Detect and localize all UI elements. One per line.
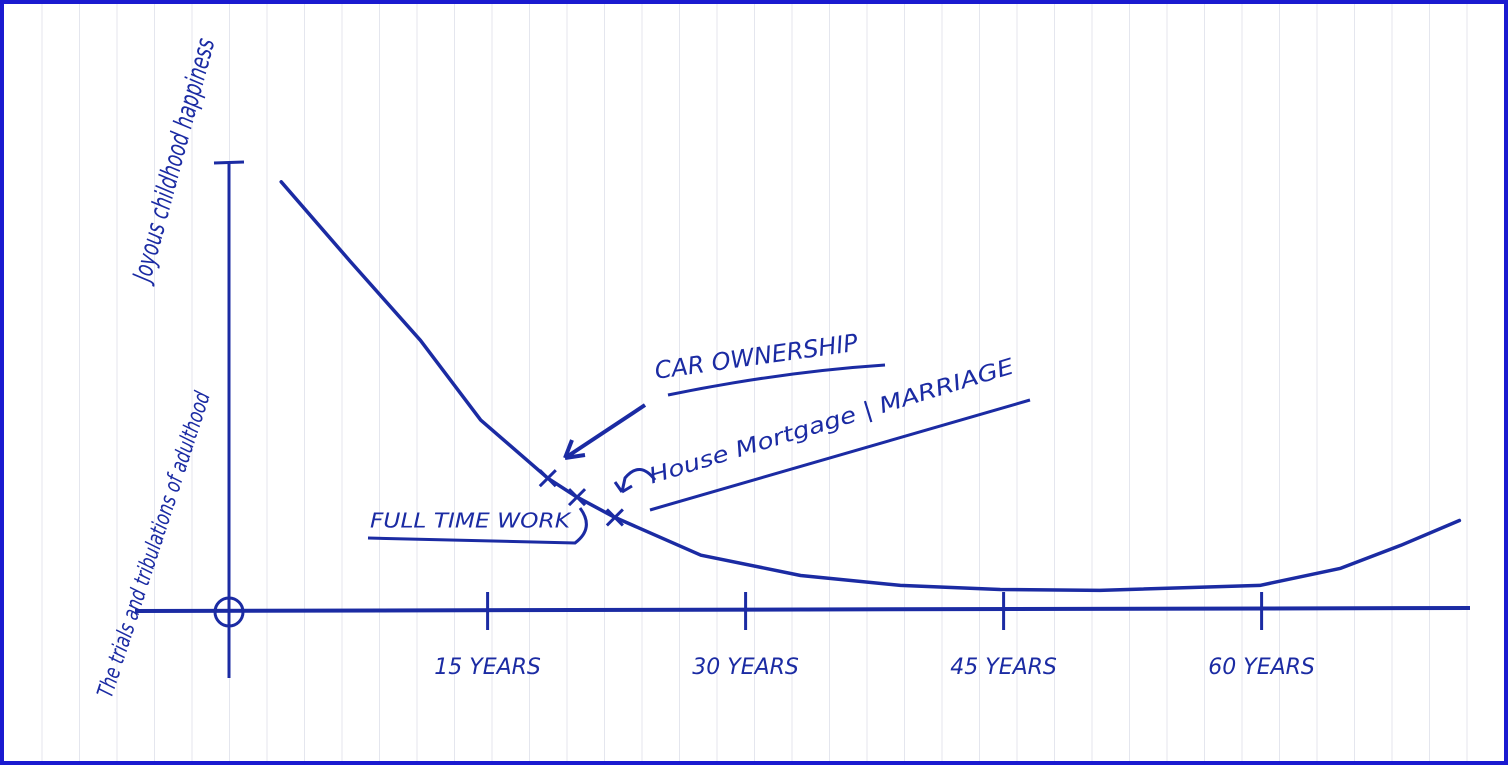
y-axis-top-mark <box>213 160 245 165</box>
underline <box>649 398 1031 512</box>
event-marker <box>538 469 557 488</box>
event-marker <box>605 508 624 527</box>
annotation-label: FULL TIME WORK <box>370 509 572 533</box>
x-tick-label: 60 YEARS <box>1208 655 1315 680</box>
arrow <box>613 468 657 494</box>
arrow <box>563 403 647 460</box>
arrow <box>367 507 588 545</box>
x-tick-label: 45 YEARS <box>950 655 1057 680</box>
curve <box>279 180 1462 593</box>
x-tick-label: 30 YEARS <box>692 655 799 680</box>
origin-mark <box>213 596 245 628</box>
x-axis <box>134 606 1471 613</box>
event-marker <box>567 488 587 507</box>
x-tick-label: 15 YEARS <box>434 655 541 680</box>
paper-ruling <box>41 4 1468 761</box>
underline <box>667 363 886 397</box>
